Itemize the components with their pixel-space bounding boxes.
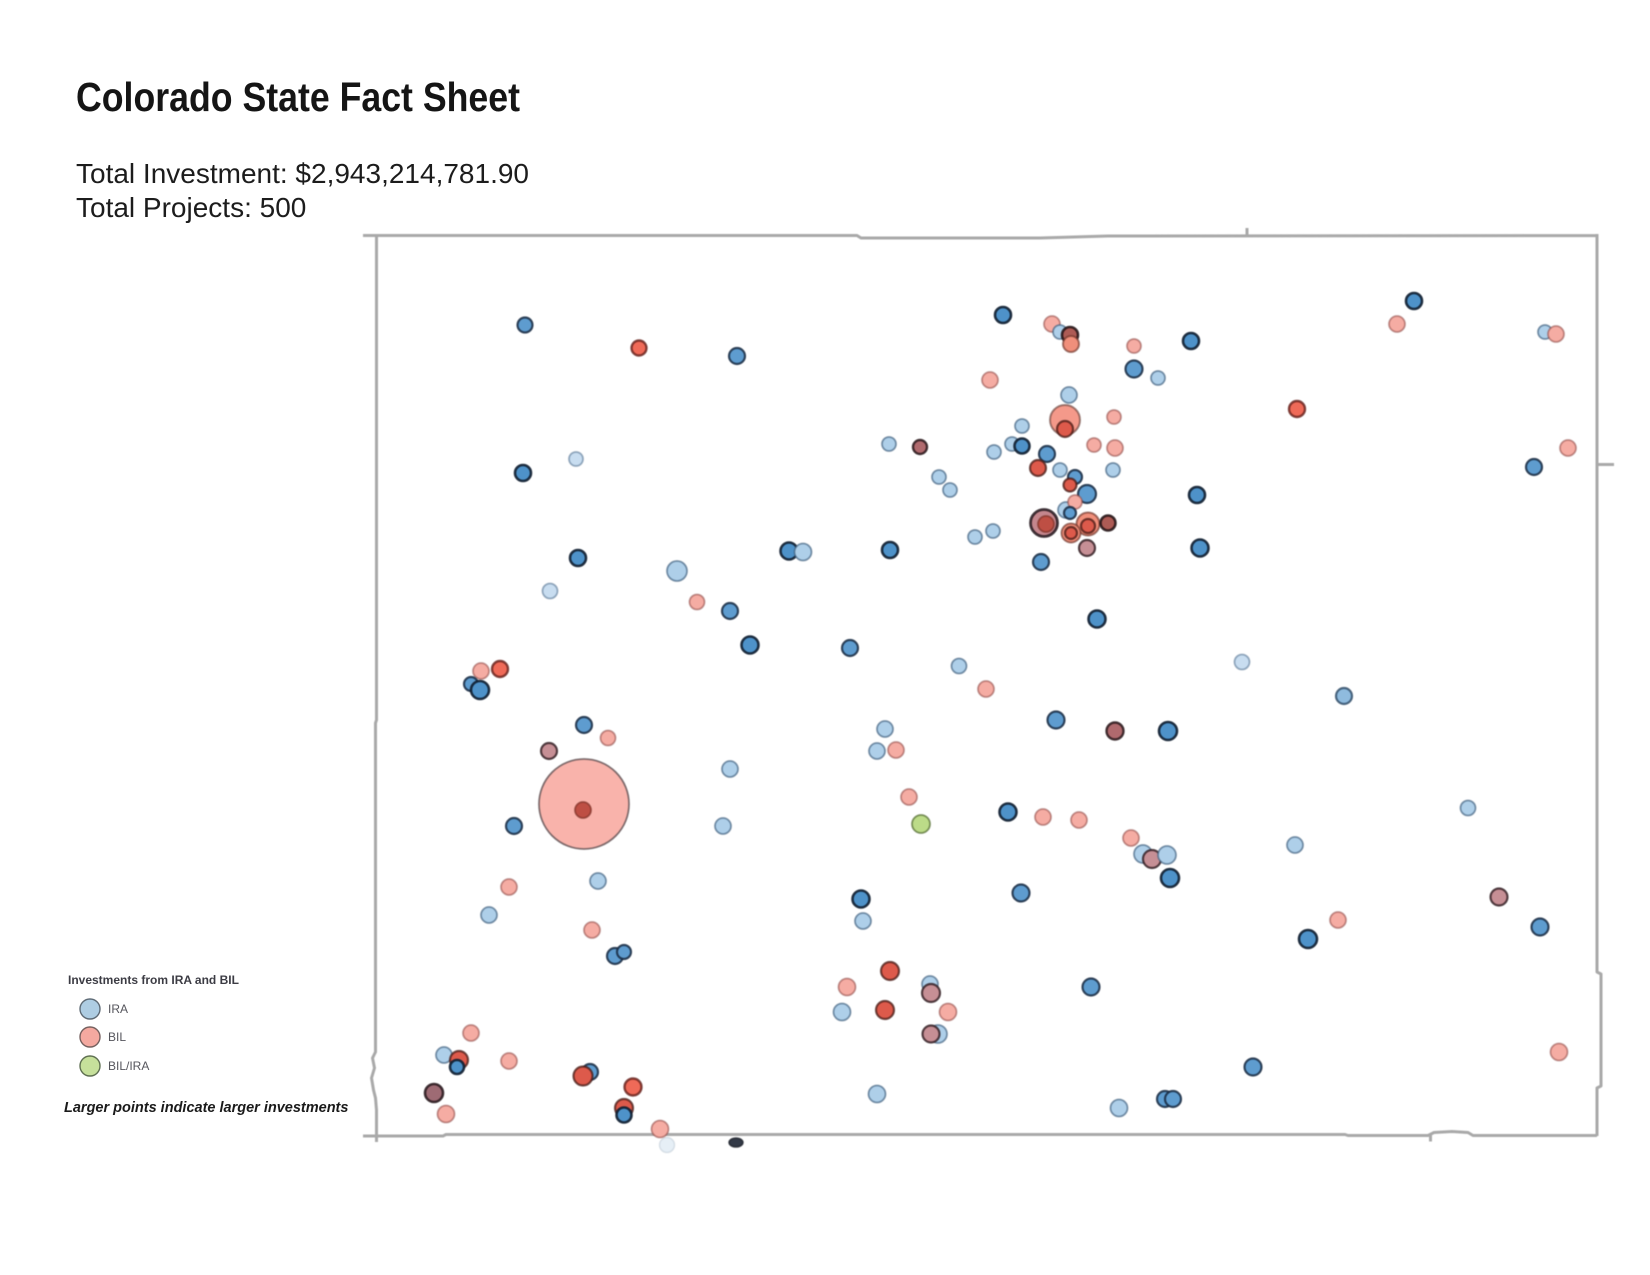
svg-text:Investments from IRA and BIL: Investments from IRA and BIL	[68, 973, 239, 987]
svg-text:BIL: BIL	[108, 1030, 126, 1044]
svg-text:BIL/IRA: BIL/IRA	[108, 1059, 149, 1073]
svg-text:IRA: IRA	[108, 1002, 128, 1016]
svg-text:Larger points indicate larger: Larger points indicate larger investment…	[64, 1100, 348, 1116]
